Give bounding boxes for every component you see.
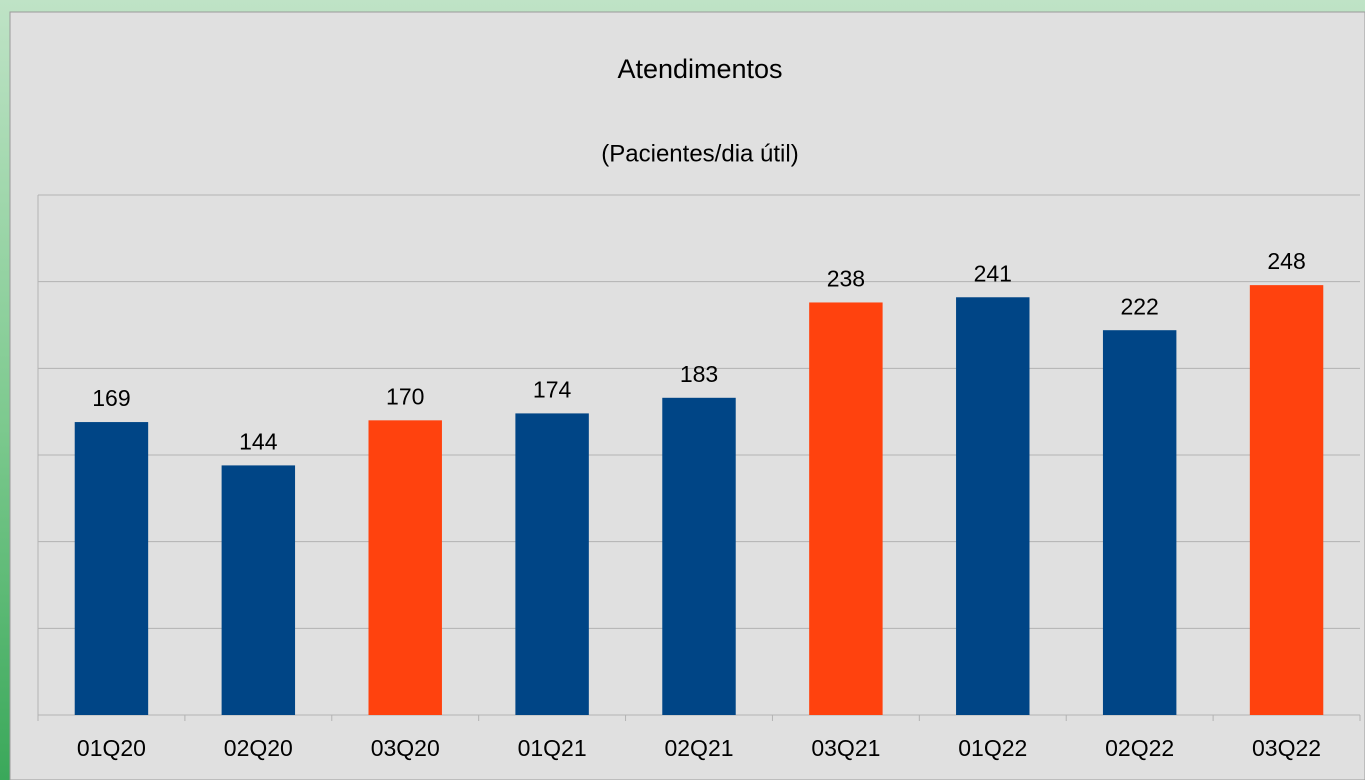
data-label: 248 (1267, 248, 1305, 274)
data-label: 238 (827, 266, 865, 292)
x-tick-label: 03Q20 (371, 735, 440, 761)
chart-title: Atendimentos (617, 54, 782, 84)
data-label: 222 (1120, 293, 1158, 319)
bar (74, 422, 149, 715)
x-tick-label: 02Q21 (664, 735, 733, 761)
bar (662, 397, 736, 715)
bar (1102, 330, 1177, 715)
x-tick-label: 01Q20 (77, 735, 146, 761)
x-tick-label: 03Q21 (811, 735, 880, 761)
bar (221, 465, 296, 715)
data-label: 170 (386, 383, 424, 409)
data-label: 144 (239, 428, 278, 454)
bar (1249, 285, 1324, 715)
x-tick-label: 02Q20 (224, 735, 293, 761)
data-label: 241 (974, 260, 1012, 286)
data-label: 174 (533, 376, 572, 402)
bar (368, 420, 442, 715)
data-label: 183 (680, 361, 718, 387)
x-tick-label: 02Q22 (1105, 735, 1174, 761)
x-tick-label: 03Q22 (1252, 735, 1321, 761)
bar (515, 413, 589, 715)
bar (809, 302, 883, 715)
bar (956, 297, 1030, 715)
x-tick-label: 01Q21 (518, 735, 587, 761)
chart-subtitle: (Pacientes/dia útil) (601, 140, 798, 167)
data-label: 169 (92, 385, 130, 411)
x-tick-label: 01Q22 (958, 735, 1027, 761)
